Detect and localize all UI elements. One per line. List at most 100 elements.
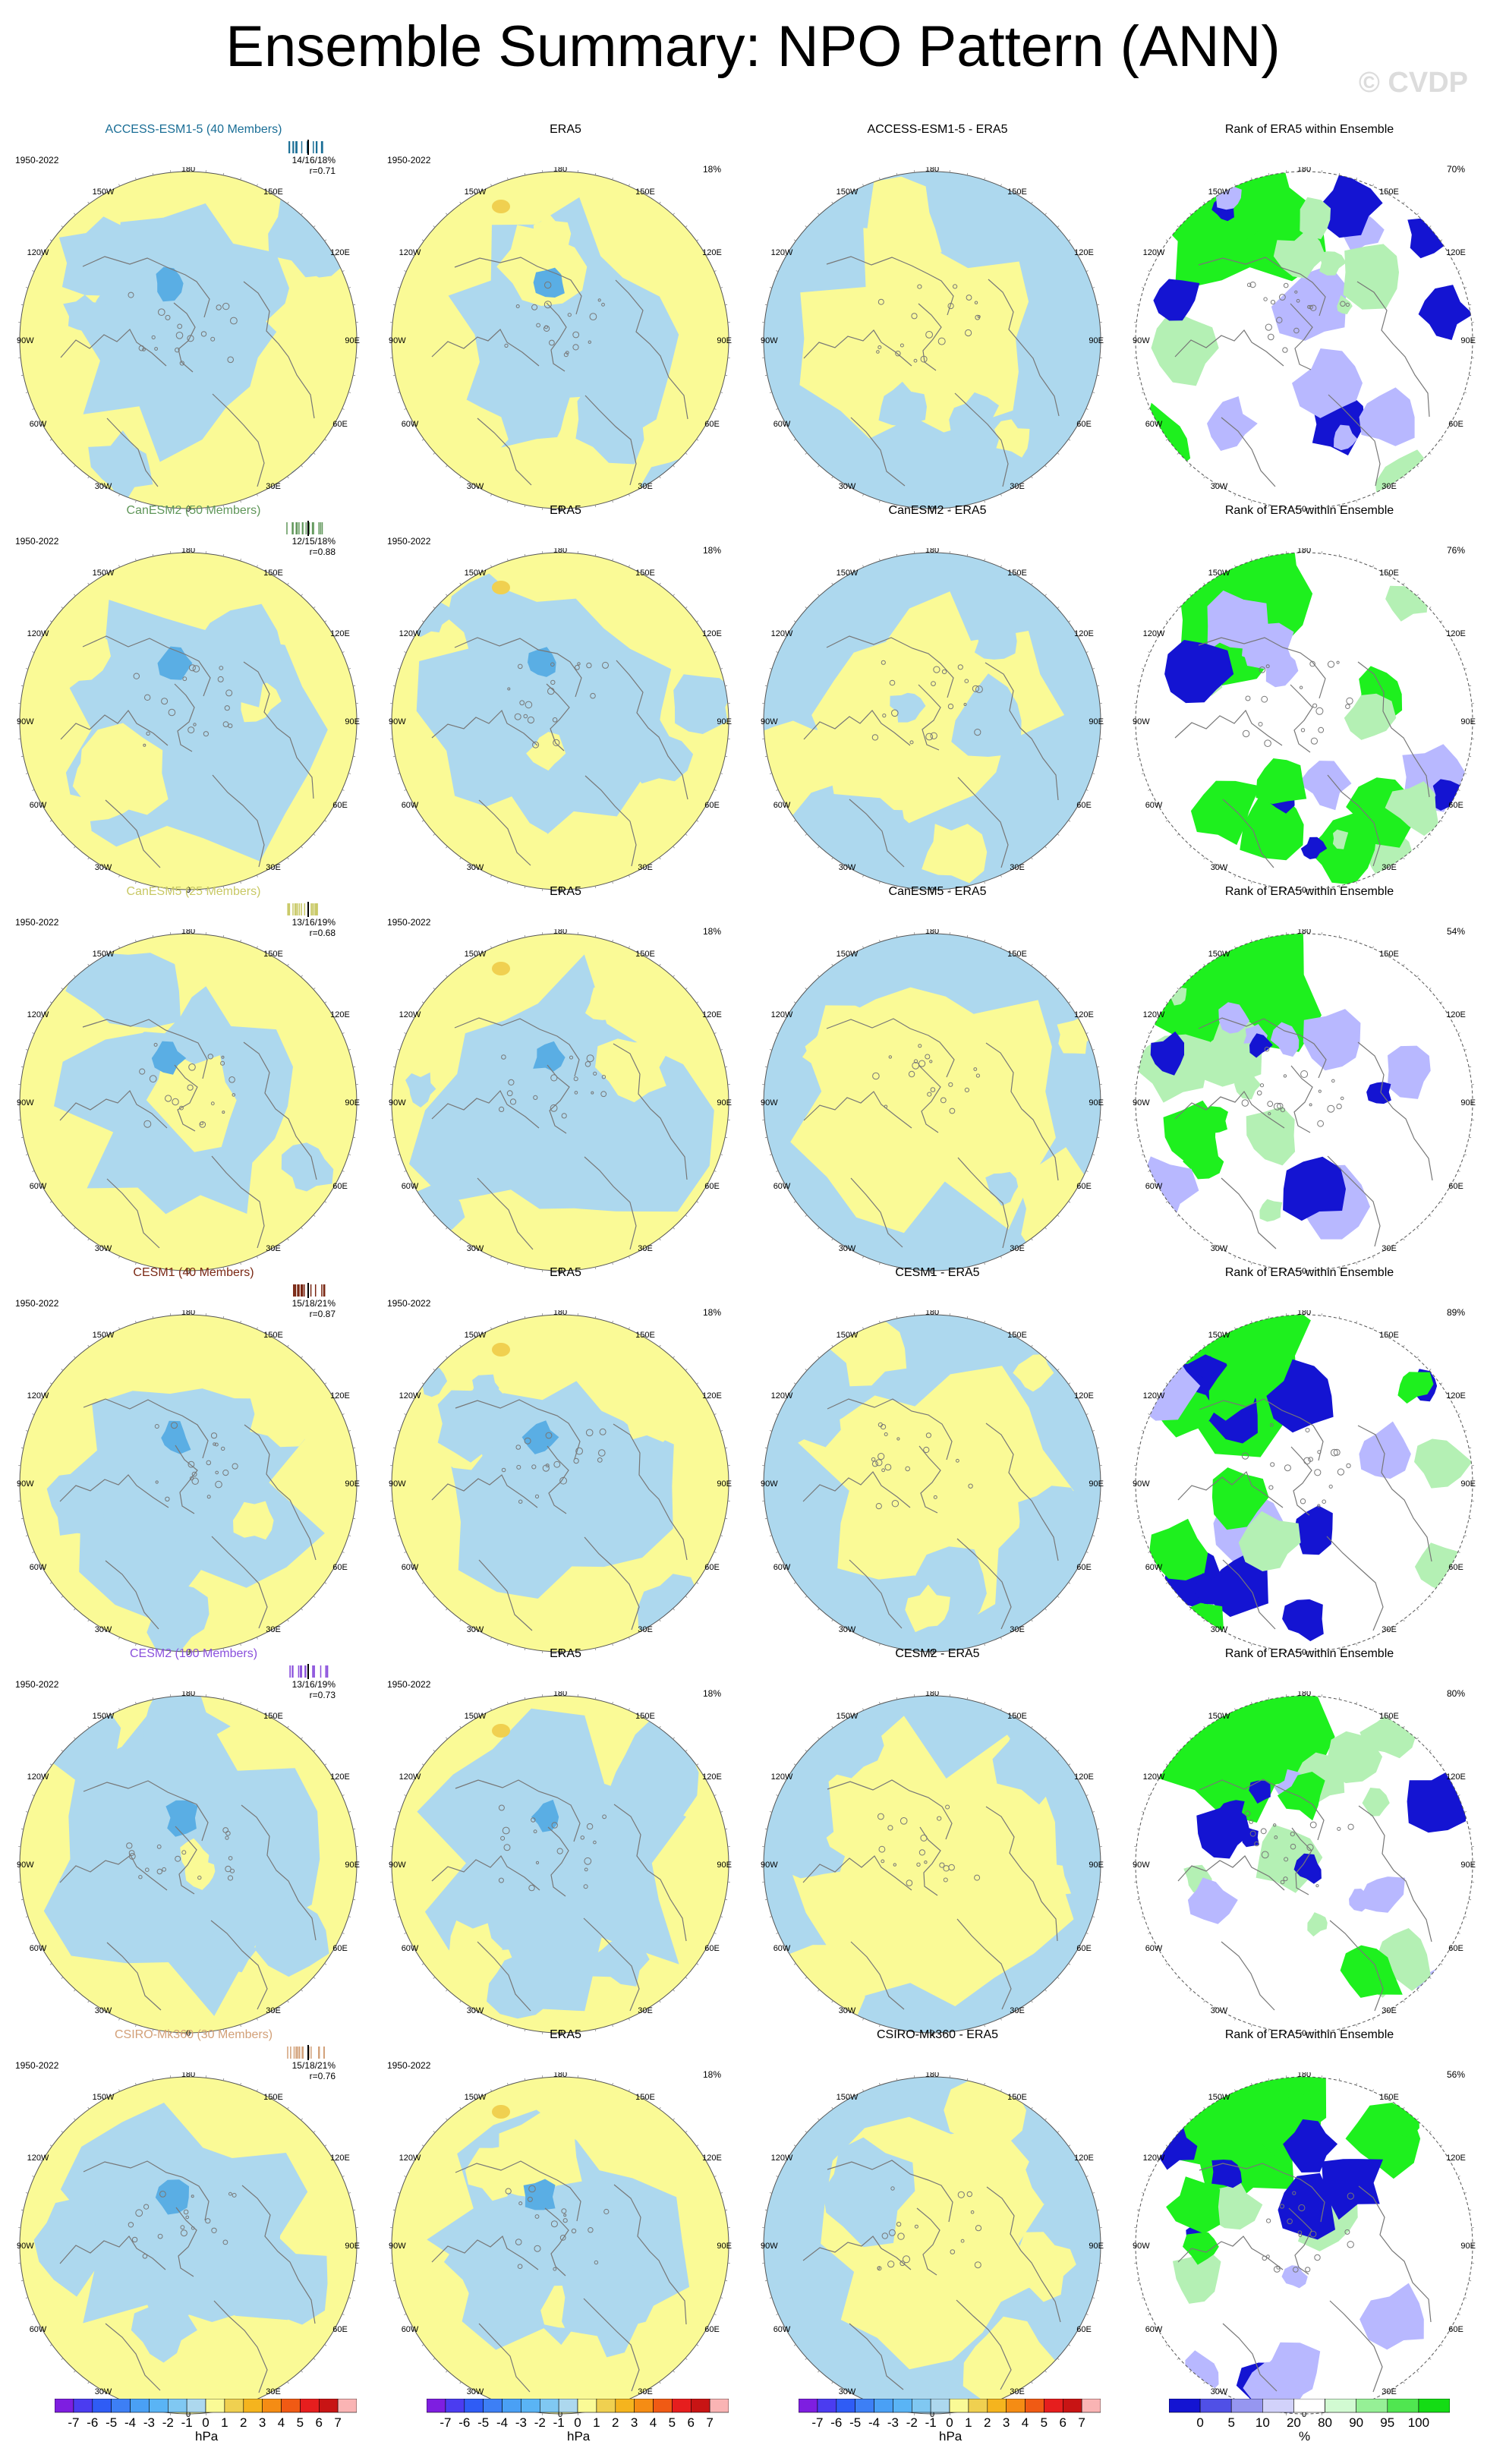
map-tick	[474, 1629, 477, 1632]
coastline	[210, 1920, 268, 2010]
map-tick	[805, 1750, 808, 1752]
map-tick	[135, 177, 137, 181]
map-tick	[1218, 1334, 1221, 1338]
colorbar-tick: -3	[887, 2415, 899, 2430]
coastline	[59, 1089, 168, 1129]
island-outline	[1269, 1423, 1274, 1427]
anomaly-patch	[143, 1696, 231, 1767]
island-outline	[182, 676, 187, 682]
map-tick	[805, 1977, 808, 1979]
map-label-top: 180	[925, 1691, 939, 1698]
anomaly-patch	[1017, 1486, 1087, 1561]
panel-model-row5: CESM2 (100 Members) 1950-2022 13/16/19% r=0…	[8, 1647, 380, 2037]
map-tick	[474, 953, 477, 956]
map-tick	[659, 2000, 661, 2003]
map-tick	[805, 833, 808, 836]
colorbar-swatches	[55, 2399, 357, 2413]
coastline	[455, 1779, 581, 1842]
map-tick	[1416, 1608, 1419, 1611]
rank-patch	[1387, 1045, 1431, 1099]
map-tick	[1136, 755, 1139, 758]
island-outline	[584, 1857, 592, 1865]
coastline	[1198, 637, 1326, 699]
map-tick	[421, 620, 424, 622]
map-tick	[594, 934, 597, 937]
map-label-top: 180	[1297, 1691, 1311, 1698]
map-label-top: 180	[181, 929, 195, 936]
island-outline	[1280, 1108, 1285, 1113]
map-label-ll1: 60W	[1145, 1182, 1163, 1191]
map-tick	[1457, 408, 1460, 410]
island-outline	[586, 1823, 594, 1830]
map-tick	[706, 254, 709, 257]
map-tick	[490, 2018, 493, 2021]
map-tick	[507, 881, 509, 884]
island-outline	[534, 1494, 540, 1498]
colorbar-tick: -2	[906, 2415, 918, 2430]
map-tick	[783, 1567, 786, 1569]
map-tick	[1085, 1794, 1089, 1797]
strong-negative-center	[521, 1420, 559, 1454]
anomaly-patch	[881, 808, 910, 840]
rank-patch	[1207, 396, 1258, 451]
map-label-left: 90W	[389, 1861, 406, 1870]
map-tick	[1372, 565, 1374, 568]
map-tick	[1097, 374, 1100, 377]
map-tick	[118, 1637, 121, 1640]
map-label-ur2: 120E	[330, 248, 350, 257]
strong-negative-center	[151, 1041, 187, 1075]
map-tick	[1440, 439, 1443, 441]
map-tick	[966, 2029, 969, 2032]
stats-percentiles: 15/18/21%	[291, 1298, 336, 1309]
island-outline	[187, 1460, 195, 1468]
island-outline	[1264, 739, 1271, 748]
map-tick	[1463, 1811, 1467, 1813]
island-outline	[1293, 327, 1300, 334]
island-outline	[188, 664, 196, 672]
anomaly-patch	[575, 370, 647, 465]
map-tick	[411, 1186, 414, 1188]
island-outline	[549, 339, 555, 346]
map-label-ll2: 30W	[467, 1244, 484, 1253]
map-tick	[1356, 499, 1357, 503]
map-label-top: 180	[925, 548, 939, 555]
map-tick	[301, 2370, 303, 2373]
island-outline	[207, 1054, 213, 1060]
map-tick	[1403, 963, 1405, 966]
island-outline	[499, 1106, 505, 1112]
map-tick	[490, 1256, 493, 1259]
map-tick	[1416, 465, 1419, 468]
map-label-ul2: 120W	[399, 1391, 421, 1401]
map-tick	[1057, 1369, 1060, 1371]
map-tick	[404, 651, 407, 654]
island-outline	[172, 1098, 179, 1106]
map-tick	[118, 1327, 121, 1330]
map-tick	[1203, 1619, 1205, 1622]
map-tick	[862, 1708, 865, 1711]
map-tick	[1218, 1248, 1221, 1251]
map-label-ll2: 30W	[839, 863, 856, 872]
colorbar-tick: 5	[296, 2415, 304, 2430]
colorbar-tick: -4	[496, 2415, 509, 2430]
island-outline	[199, 1121, 206, 1128]
coastline	[1327, 774, 1381, 867]
colorbar-swatch	[1044, 2399, 1063, 2413]
island-outline	[1259, 1083, 1265, 1088]
map-label-lr1: 60E	[704, 1563, 720, 1572]
rank-patch	[1148, 1518, 1208, 1580]
map-tick	[87, 2106, 90, 2110]
stats-percentiles: 12/15/18%	[291, 536, 336, 547]
map-tick	[879, 939, 881, 943]
island-outline	[159, 2191, 166, 2198]
colorbar-swatch	[445, 2399, 465, 2413]
map-field	[764, 1315, 1101, 1652]
map-label-lr1: 60E	[332, 420, 348, 429]
map-tick	[32, 651, 35, 654]
map-tick	[1031, 857, 1033, 860]
map-label-top: 180	[1297, 1310, 1311, 1317]
map-tick	[1078, 805, 1081, 807]
map-tick	[1416, 213, 1419, 216]
map-label-right: 90E	[345, 336, 360, 345]
map-tick	[1141, 1811, 1145, 1813]
map-tick	[474, 2010, 477, 2013]
